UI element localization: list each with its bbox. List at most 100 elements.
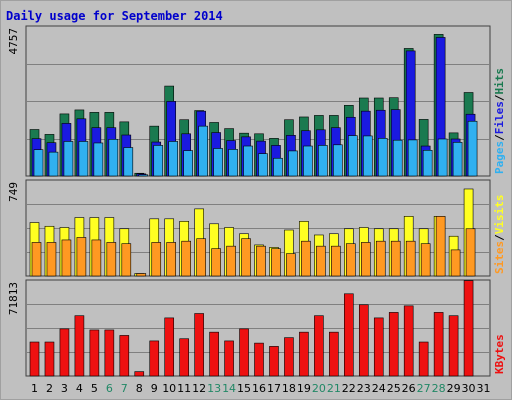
bar-pages-day-29 — [452, 142, 463, 177]
legend-separator: / — [493, 234, 506, 241]
bar-pages-day-6 — [108, 138, 119, 177]
bar-kbytes-day-20 — [314, 315, 324, 377]
x-tick-label: 19 — [297, 382, 311, 395]
x-tick-label: 30 — [462, 382, 476, 395]
bar-pages-day-22 — [348, 135, 358, 177]
legend-hits: Hits — [493, 68, 506, 95]
bar-kbytes-day-19 — [299, 331, 309, 377]
legend-separator: / — [493, 94, 506, 101]
bar-sites-day-8 — [136, 273, 147, 277]
x-tick-label: 29 — [447, 382, 461, 395]
bar-pages-day-13 — [213, 148, 223, 177]
bar-pages-day-17 — [273, 157, 283, 177]
panel-3: 71813 KBytes — [7, 279, 506, 377]
bar-kbytes-day-21 — [329, 331, 339, 377]
x-tick-label: 22 — [342, 382, 356, 395]
panel-legend: Pages/Files/Hits — [493, 68, 506, 174]
x-tick-label: 8 — [136, 382, 143, 395]
bar-sites-day-6 — [106, 242, 117, 277]
x-tick-label: 15 — [237, 382, 251, 395]
bar-kbytes-day-6 — [104, 329, 115, 377]
bar-pages-day-9 — [153, 145, 164, 177]
bar-sites-day-26 — [405, 240, 416, 277]
legend-separator: / — [493, 134, 506, 141]
bar-sites-day-11 — [181, 240, 191, 277]
bar-sites-day-20 — [316, 245, 326, 277]
legend-sites: Sites — [493, 241, 506, 274]
x-tick-label: 2 — [46, 382, 53, 395]
panel-2: 749 Sites/Visits — [7, 179, 506, 277]
bar-kbytes-day-11 — [179, 338, 189, 377]
panel-legend: Sites/Visits — [493, 195, 506, 275]
x-tick-label: 5 — [91, 382, 98, 395]
bar-kbytes-day-14 — [224, 340, 234, 377]
bar-pages-day-19 — [303, 145, 313, 177]
bar-kbytes-day-18 — [284, 337, 294, 377]
bar-pages-day-15 — [243, 145, 253, 177]
bar-pages-day-28 — [437, 138, 448, 177]
x-tick-label: 11 — [177, 382, 191, 395]
panel-legend: KBytes — [493, 334, 506, 374]
bar-kbytes-day-2 — [44, 341, 55, 377]
bar-sites-day-18 — [286, 253, 296, 277]
x-tick-label: 23 — [357, 382, 371, 395]
bar-kbytes-day-10 — [164, 317, 175, 377]
bar-kbytes-day-27 — [418, 341, 429, 377]
bar-kbytes-day-13 — [209, 331, 219, 377]
legend-visits: Visits — [493, 195, 506, 235]
bar-pages-day-23 — [362, 135, 373, 177]
x-tick-label: 10 — [162, 382, 176, 395]
bar-kbytes-day-12 — [194, 313, 204, 377]
bar-sites-day-5 — [91, 239, 102, 277]
bar-kbytes-day-16 — [254, 342, 264, 377]
x-tick-label: 25 — [387, 382, 401, 395]
bar-sites-day-30 — [465, 228, 476, 277]
legend-kbytes: KBytes — [493, 334, 506, 374]
x-tick-label: 26 — [402, 382, 416, 395]
bar-kbytes-day-24 — [373, 317, 384, 377]
bar-pages-day-14 — [228, 149, 238, 177]
y-max-label: 4757 — [7, 28, 20, 55]
bar-sites-day-24 — [375, 240, 386, 277]
x-tick-label: 31 — [477, 382, 491, 395]
bar-sites-day-22 — [346, 243, 356, 277]
x-tick-label: 13 — [207, 382, 221, 395]
bar-pages-day-1 — [33, 149, 44, 177]
bar-kbytes-day-8 — [134, 371, 145, 377]
x-tick-label: 24 — [372, 382, 386, 395]
bar-kbytes-day-23 — [358, 304, 369, 377]
bar-sites-day-23 — [360, 242, 371, 277]
bar-pages-day-30 — [467, 120, 478, 177]
bar-pages-day-7 — [123, 147, 134, 177]
bar-pages-day-21 — [333, 144, 343, 177]
bar-kbytes-day-29 — [448, 315, 459, 377]
bar-pages-day-11 — [183, 150, 193, 177]
bar-kbytes-day-9 — [149, 340, 160, 377]
bar-kbytes-day-15 — [239, 328, 249, 377]
bar-sites-day-13 — [211, 248, 221, 277]
bar-pages-day-2 — [48, 151, 59, 177]
y-max-label: 71813 — [7, 282, 20, 315]
bar-kbytes-day-22 — [344, 293, 354, 377]
bar-sites-day-14 — [226, 245, 236, 277]
bar-sites-day-17 — [271, 248, 281, 277]
bar-kbytes-day-7 — [119, 335, 130, 377]
bar-pages-day-24 — [377, 138, 388, 177]
bar-sites-day-29 — [450, 249, 461, 277]
bar-sites-day-12 — [196, 238, 206, 277]
bar-sites-day-9 — [151, 242, 162, 277]
legend-files: Files — [493, 101, 506, 134]
bar-sites-day-16 — [256, 245, 266, 277]
bar-pages-day-10 — [168, 141, 179, 177]
x-tick-label: 6 — [106, 382, 113, 395]
bar-sites-day-27 — [420, 243, 431, 277]
x-tick-label: 14 — [222, 382, 236, 395]
bar-sites-day-21 — [331, 245, 341, 277]
bar-sites-day-3 — [61, 239, 72, 277]
bar-kbytes-day-4 — [74, 315, 85, 377]
panel-1: 4757 Pages/Files/Hits — [7, 25, 506, 177]
bar-kbytes-day-28 — [433, 312, 444, 377]
bar-sites-day-10 — [166, 242, 177, 277]
bar-kbytes-day-30 — [463, 280, 474, 377]
bar-kbytes-day-1 — [29, 341, 40, 377]
